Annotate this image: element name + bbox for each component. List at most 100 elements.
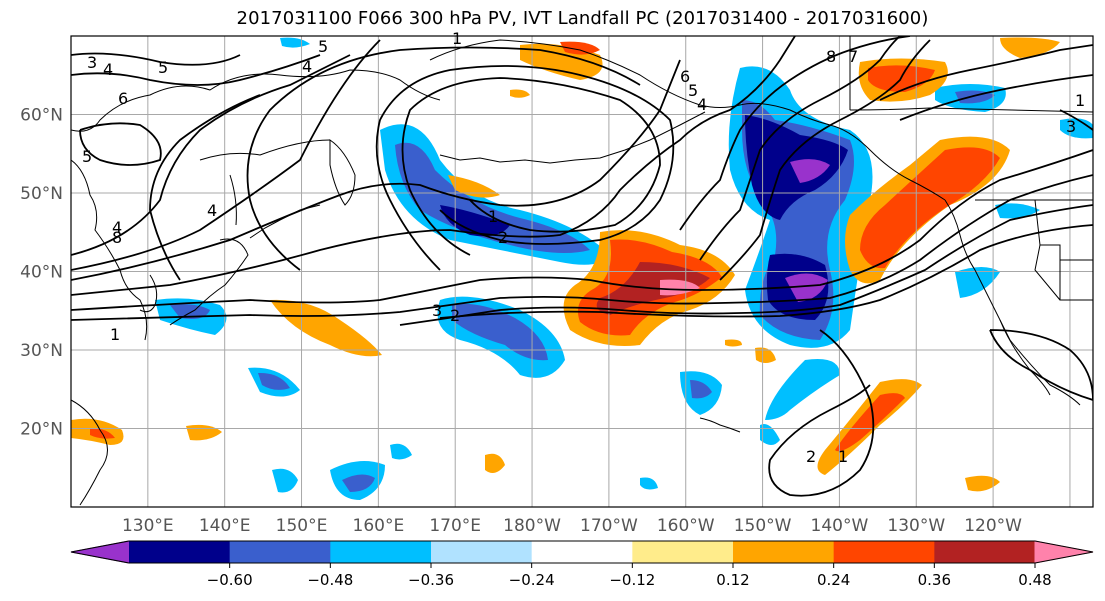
negative-anomaly-region bbox=[765, 359, 840, 420]
contour-line bbox=[401, 77, 661, 256]
contour-line bbox=[71, 174, 1093, 321]
contour-line bbox=[399, 204, 1093, 326]
contour-line bbox=[699, 36, 901, 261]
longitude-label: 140°E bbox=[199, 516, 251, 536]
colorbar: −0.60 −0.48 −0.36 −0.24 −0.12 0.12 0.24 0.36 0.4… bbox=[70, 540, 1094, 589]
coastline-okhotsk bbox=[199, 139, 331, 161]
negative-anomaly-region bbox=[955, 267, 1000, 298]
colorbar-tick-label: −0.24 bbox=[509, 571, 555, 589]
colorbar-swatch bbox=[330, 541, 432, 563]
contour-line bbox=[71, 54, 351, 256]
contour-label: 7 bbox=[848, 47, 858, 66]
contour-label: 1 bbox=[110, 325, 120, 344]
contour-line bbox=[71, 54, 321, 86]
colorbar-tick-label: 0.48 bbox=[1018, 571, 1051, 589]
longitude-label: 120°W bbox=[964, 516, 1022, 536]
contour-line bbox=[71, 36, 796, 296]
state-borders bbox=[1034, 199, 1093, 301]
contour-line bbox=[719, 39, 931, 281]
positive-anomaly-region bbox=[660, 279, 700, 296]
longitude-label: 140°W bbox=[811, 516, 869, 536]
colorbar-swatch bbox=[229, 541, 331, 563]
longitude-label: 180°W bbox=[503, 516, 561, 536]
contour-label: 3 bbox=[87, 53, 97, 72]
figure-title: 2017031100 F066 300 hPa PV, IVT Landfall… bbox=[236, 8, 929, 29]
coastline-north-america bbox=[944, 199, 1081, 406]
negative-anomaly-region bbox=[690, 380, 712, 399]
contour-line bbox=[768, 329, 875, 497]
coastline-asia bbox=[71, 69, 441, 132]
positive-anomaly-region bbox=[965, 475, 1000, 492]
contour-line bbox=[246, 46, 641, 271]
contour-label: 8 bbox=[112, 228, 122, 247]
contour-label: 5 bbox=[688, 81, 698, 100]
coastline-aleutians bbox=[439, 111, 706, 164]
latitude-label: 40°N bbox=[20, 263, 63, 283]
colorbar-swatch bbox=[70, 540, 130, 564]
contour-label: 1 bbox=[1075, 91, 1085, 110]
coastline-hawaii bbox=[699, 417, 741, 433]
colorbar-swatch bbox=[733, 541, 835, 563]
colorbar-tick-label: −0.48 bbox=[307, 571, 353, 589]
longitude-label: 170°W bbox=[580, 516, 638, 536]
contour-line bbox=[79, 122, 162, 166]
negative-anomaly-region bbox=[790, 159, 830, 183]
contour-label: 4 bbox=[207, 201, 217, 220]
coastline-sakhalin bbox=[229, 174, 237, 226]
contour-label: 4 bbox=[697, 95, 707, 114]
longitude-label: 160°E bbox=[353, 516, 405, 536]
negative-anomaly-region bbox=[640, 477, 658, 490]
coastlines bbox=[71, 36, 1093, 506]
negative-anomaly-region bbox=[1060, 118, 1093, 139]
map-frame bbox=[70, 35, 1094, 508]
positive-anomaly-region bbox=[448, 175, 500, 198]
contour-label: 4 bbox=[112, 218, 122, 237]
contour-label: 5 bbox=[82, 147, 92, 166]
coastline-kamchatka bbox=[329, 139, 356, 206]
contour-line bbox=[71, 59, 681, 281]
positive-anomaly-region bbox=[835, 393, 905, 452]
negative-anomaly-region bbox=[342, 474, 375, 492]
contour-label: 5 bbox=[158, 58, 168, 77]
colorbar-swatch bbox=[531, 541, 633, 563]
colorbar-tick-label: 0.36 bbox=[918, 571, 951, 589]
colorbar-tick-label: −0.60 bbox=[207, 571, 253, 589]
negative-anomaly-region bbox=[995, 203, 1040, 219]
colorbar-tick-label: −0.12 bbox=[609, 571, 655, 589]
positive-anomaly-region bbox=[186, 424, 222, 441]
negative-anomaly-region bbox=[280, 37, 310, 48]
positive-anomaly-region bbox=[560, 41, 600, 55]
contour-label: 6 bbox=[680, 67, 690, 86]
coastline-kuril bbox=[249, 204, 321, 239]
latitude-labels: 60°N 50°N 40°N 30°N 20°N bbox=[20, 106, 63, 440]
latitude-label: 20°N bbox=[20, 420, 63, 440]
negative-anomaly-region bbox=[395, 142, 590, 254]
coastline-japan bbox=[169, 238, 249, 326]
negative-anomaly-region bbox=[258, 372, 290, 390]
longitude-label: 150°W bbox=[734, 516, 792, 536]
negative-anomaly-region bbox=[272, 468, 298, 493]
longitude-label: 130°W bbox=[887, 516, 945, 536]
negative-anomaly-region bbox=[170, 304, 210, 319]
contour-line bbox=[149, 94, 261, 281]
positive-anomaly-region bbox=[725, 339, 742, 347]
longitude-label: 130°E bbox=[122, 516, 174, 536]
contour-line bbox=[71, 52, 241, 66]
contour-label: 4 bbox=[103, 60, 113, 79]
contour-line bbox=[71, 39, 381, 271]
colorbar-swatch bbox=[431, 541, 533, 563]
ivt-contours bbox=[71, 36, 1093, 497]
contour-line bbox=[899, 74, 1093, 121]
colorbar-swatch bbox=[632, 541, 734, 563]
coastline-china-south bbox=[71, 399, 108, 506]
positive-anomaly-region bbox=[755, 347, 776, 363]
positive-anomaly-region bbox=[510, 89, 530, 98]
negative-anomaly-region bbox=[760, 424, 780, 445]
longitude-label: 150°E bbox=[276, 516, 328, 536]
positive-anomaly-region bbox=[485, 453, 505, 474]
contour-line bbox=[375, 65, 675, 271]
longitude-label: 160°W bbox=[657, 516, 715, 536]
latitude-label: 60°N bbox=[20, 106, 63, 126]
contour-line bbox=[989, 329, 1093, 401]
